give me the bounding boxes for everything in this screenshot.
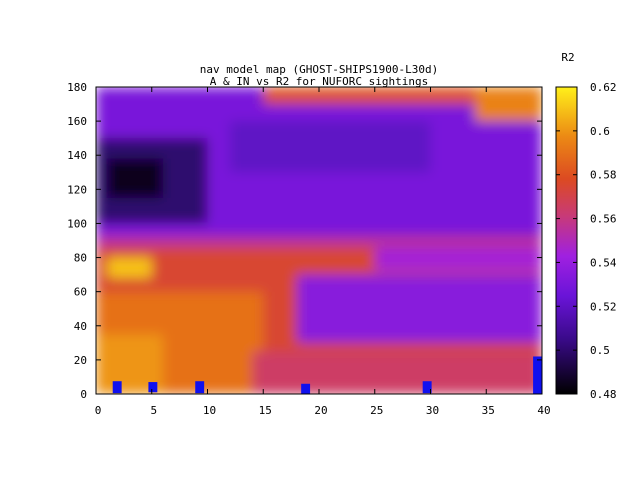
chart-title-line2: A & IN vs R2 for NUFORC sightings bbox=[210, 75, 429, 88]
x-tick-label: 25 bbox=[370, 404, 383, 417]
sighting-marker bbox=[301, 383, 311, 394]
x-tick-label: 5 bbox=[150, 404, 157, 417]
colorbar-tick-label: 0.54 bbox=[590, 256, 617, 269]
y-tick-label: 60 bbox=[74, 286, 87, 299]
heat-region bbox=[475, 87, 542, 122]
x-tick-label: 40 bbox=[537, 404, 550, 417]
heat-region bbox=[263, 87, 542, 105]
x-tick-label: 35 bbox=[482, 404, 495, 417]
marker-layer bbox=[112, 356, 542, 394]
heat-region bbox=[296, 274, 542, 343]
y-tick-label: 180 bbox=[67, 81, 87, 94]
heat-region bbox=[374, 243, 542, 272]
sighting-marker bbox=[533, 356, 542, 394]
sighting-marker bbox=[195, 381, 205, 394]
y-tick-label: 100 bbox=[67, 217, 87, 230]
y-tick-label: 80 bbox=[74, 252, 87, 265]
x-axis: 0 5 10 15 20 25 30 35 40 bbox=[95, 87, 551, 417]
heatmap-layer bbox=[96, 87, 542, 394]
y-tick-label: 140 bbox=[67, 149, 87, 162]
colorbar bbox=[555, 86, 578, 395]
x-tick-label: 20 bbox=[314, 404, 327, 417]
colorbar-tick-label: 0.58 bbox=[590, 169, 617, 182]
y-axis: 0 20 40 60 80 100 120 140 160 180 bbox=[67, 81, 542, 401]
y-tick-label: 20 bbox=[74, 354, 87, 367]
sighting-marker bbox=[148, 382, 158, 393]
heat-region bbox=[252, 351, 542, 394]
colorbar-tick-label: 0.6 bbox=[590, 125, 610, 138]
colorbar-tick-label: 0.52 bbox=[590, 300, 617, 313]
x-tick-label: 10 bbox=[203, 404, 216, 417]
colorbar-tick-label: 0.56 bbox=[590, 213, 617, 226]
sighting-marker bbox=[422, 381, 432, 394]
sighting-marker bbox=[112, 381, 122, 394]
heat-region bbox=[107, 257, 152, 279]
colorbar-axis: 0.48 0.5 0.52 0.54 0.56 0.58 0.6 0.62 bbox=[556, 81, 617, 401]
y-tick-label: 160 bbox=[67, 115, 87, 128]
y-tick-label: 0 bbox=[80, 388, 87, 401]
heat-region bbox=[96, 235, 542, 248]
x-tick-label: 30 bbox=[426, 404, 439, 417]
colorbar-tick-label: 0.62 bbox=[590, 81, 617, 94]
heat-region bbox=[229, 121, 431, 173]
x-tick-label: 0 bbox=[95, 404, 102, 417]
heat-region bbox=[107, 158, 163, 198]
y-tick-label: 120 bbox=[67, 183, 87, 196]
chart-title-line1: nav model map (GHOST-SHIPS1900-L30d) bbox=[200, 63, 438, 76]
colorbar-tick-label: 0.48 bbox=[590, 388, 617, 401]
x-tick-label: 15 bbox=[259, 404, 272, 417]
colorbar-label: R2 bbox=[561, 51, 574, 64]
colorbar-tick-label: 0.5 bbox=[590, 344, 610, 357]
y-tick-label: 40 bbox=[74, 320, 87, 333]
